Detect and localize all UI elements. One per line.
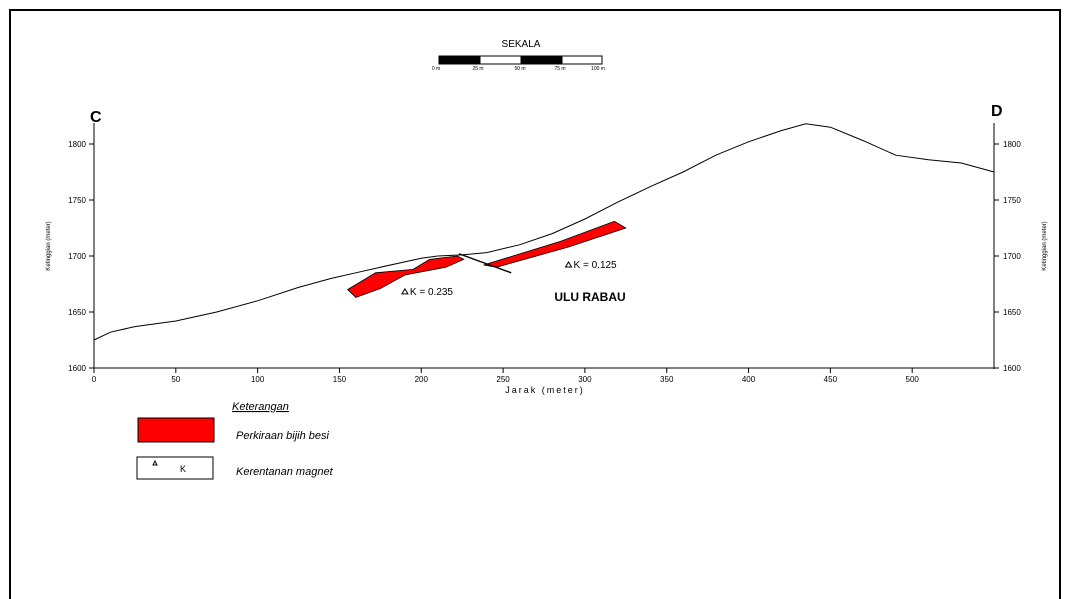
legend-ore-swatch [137, 417, 215, 443]
scale-segment-4 [561, 55, 603, 65]
y-tick-label-right: 1750 [1003, 196, 1021, 205]
axes: 1600 1650 1700 1750 1800 1600 1650 1700 1750 180… [46, 123, 1048, 395]
endpoint-left-label: C [90, 109, 102, 126]
measurement-label-1: K = 0.235 [410, 287, 454, 298]
triangle-icon [564, 260, 573, 268]
y-tick-label-left: 1650 [68, 308, 86, 317]
x-tick-label: 250 [496, 375, 510, 384]
legend-title: Keterangan [232, 401, 289, 413]
terrain-profile-line [93, 123, 995, 341]
measurement-label-2: K = 0.125 [574, 260, 618, 271]
scale-bar: SEKALA 0 m 25 m 50 m 75 m 100 m [432, 39, 605, 72]
x-tick-label: 50 [171, 375, 180, 384]
x-tick-label: 150 [333, 375, 347, 384]
scale-segment-2 [479, 55, 522, 65]
triangle-icon [152, 459, 158, 466]
legend-symbol-text: K [180, 464, 186, 474]
scale-segment-3 [520, 55, 563, 65]
y-axis-label-right: Ketinggian (meter) [1042, 221, 1048, 270]
measurement-points: K = 0.235 K = 0.125 [401, 260, 618, 298]
y-axis-label-left: Ketinggian (meter) [46, 221, 52, 270]
x-tick-label: 350 [660, 375, 674, 384]
x-tick-label: 450 [824, 375, 838, 384]
legend-ore-label: Perkiraan bijih besi [236, 430, 329, 442]
y-tick-label-right: 1650 [1003, 308, 1021, 317]
y-tick-label-left: 1750 [68, 196, 86, 205]
scale-label-0: 0 m [432, 66, 440, 72]
y-tick-label-left: 1700 [68, 252, 86, 261]
scale-label-4: 100 m [591, 66, 605, 72]
y-tick-label-right: 1800 [1003, 140, 1021, 149]
fault-line [458, 253, 512, 274]
scale-label-3: 75 m [554, 66, 565, 72]
x-tick-group: 0 50 100 150 200 250 300 350 400 450 500 [92, 368, 920, 384]
legend-symbol-label: Kerentanan magnet [236, 466, 334, 478]
scale-title: SEKALA [502, 39, 541, 50]
x-tick-label: 500 [906, 375, 920, 384]
x-tick-label: 100 [251, 375, 265, 384]
legend: Keterangan Perkiraan bijih besi K Kerent… [136, 401, 334, 480]
y-tick-label-right: 1600 [1003, 364, 1021, 373]
legend-symbol-box [136, 456, 214, 480]
x-tick-label: 200 [415, 375, 429, 384]
right-tick-group: 1600 1650 1700 1750 1800 [994, 140, 1021, 373]
x-tick-label: 300 [578, 375, 592, 384]
scale-label-1: 25 m [472, 66, 483, 72]
x-tick-label: 400 [742, 375, 756, 384]
scale-label-2: 50 m [514, 66, 525, 72]
scale-segment-1 [438, 55, 481, 65]
left-tick-group: 1600 1650 1700 1750 1800 [68, 140, 94, 373]
ore-body-1 [346, 255, 465, 298]
location-label: ULU RABAU [554, 290, 625, 304]
triangle-icon [401, 287, 409, 295]
x-axis-label: Jarak (meter) [505, 385, 585, 395]
y-tick-label-left: 1800 [68, 140, 86, 149]
x-tick-label: 0 [92, 375, 97, 384]
y-tick-label-right: 1700 [1003, 252, 1021, 261]
endpoint-right-label: D [991, 103, 1003, 120]
map-frame [9, 9, 1061, 599]
y-tick-label-left: 1600 [68, 364, 86, 373]
